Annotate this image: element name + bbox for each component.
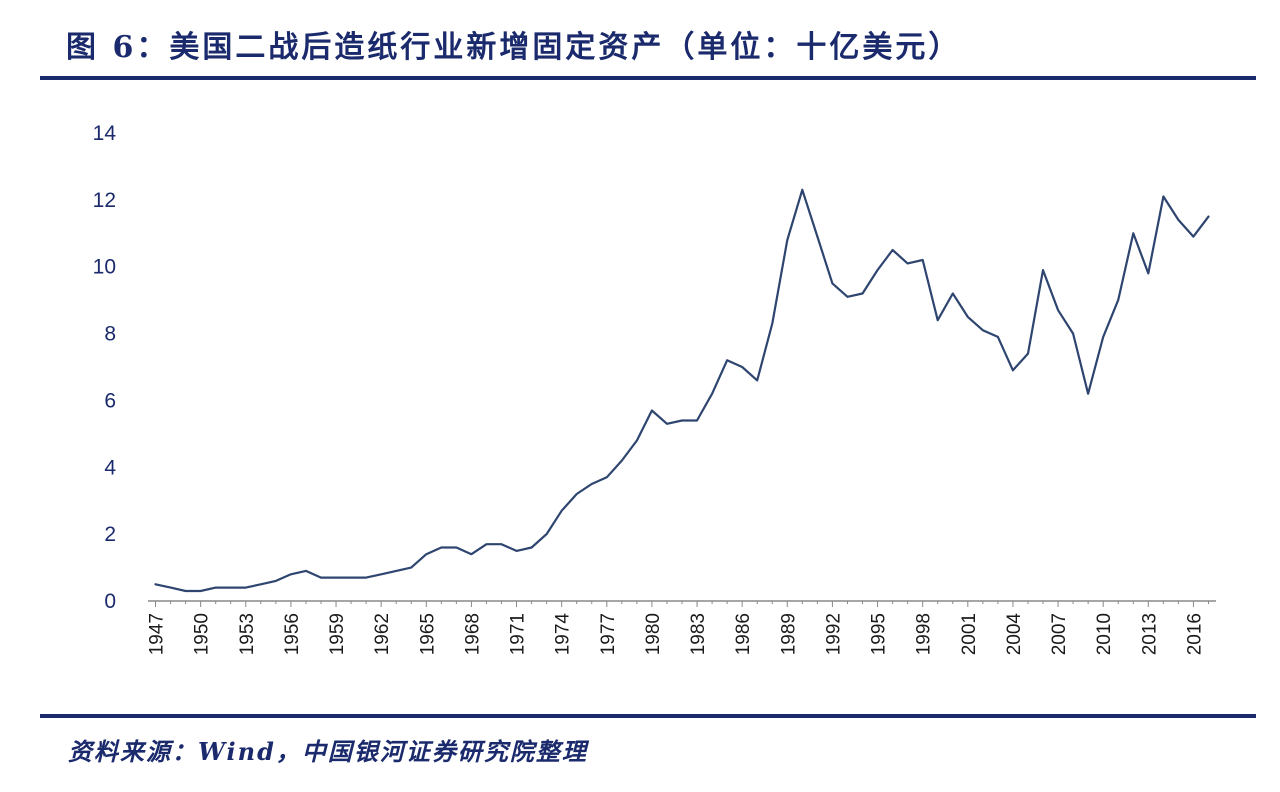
footer-rule <box>40 714 1256 718</box>
x-tick-label: 1968 <box>462 613 483 655</box>
y-tick-label: 2 <box>104 523 116 546</box>
x-tick-label: 1953 <box>237 613 258 655</box>
x-tick-label: 1986 <box>733 613 754 655</box>
x-tick-label: 1995 <box>869 613 890 655</box>
header-rule <box>40 76 1256 80</box>
x-tick-label: 1974 <box>553 613 574 656</box>
y-tick-label: 4 <box>104 456 116 479</box>
x-tick-label: 1959 <box>327 613 348 655</box>
x-tick-label: 2013 <box>1139 613 1160 655</box>
x-tick-label: 1983 <box>688 613 709 655</box>
x-tick-label: 2007 <box>1049 613 1070 655</box>
x-tick-label: 1989 <box>778 613 799 655</box>
y-tick-label: 8 <box>104 323 116 346</box>
x-axis-ticks: 1947 1950 1953 1956 1959 1962 1965 1968 1971 1974… <box>147 613 1206 656</box>
x-tick-label: 2001 <box>959 613 980 655</box>
x-tick-label: 1965 <box>417 613 438 655</box>
x-tick-label: 1956 <box>282 613 303 655</box>
chart-title: 图 6：美国二战后造纸行业新增固定资产（单位：十亿美元） <box>66 30 962 65</box>
chart-axes <box>148 600 1216 607</box>
x-tick-label: 2010 <box>1094 613 1115 655</box>
x-tick-label: 1998 <box>914 613 935 655</box>
x-tick-label: 2016 <box>1184 613 1205 655</box>
y-axis-ticks: 0 2 4 6 8 10 12 14 <box>93 122 117 613</box>
y-tick-label: 10 <box>93 256 116 279</box>
x-tick-label: 1971 <box>508 613 529 655</box>
x-tick-label: 1980 <box>643 613 664 655</box>
source-note: 资料来源：Wind，中国银河证券研究院整理 <box>68 737 588 766</box>
series-group <box>154 188 1210 593</box>
x-tick-label: 1992 <box>823 613 844 655</box>
series-line <box>154 188 1210 593</box>
y-tick-label: 14 <box>93 122 117 145</box>
x-tick-label: 1950 <box>192 613 213 655</box>
y-tick-label: 0 <box>104 590 116 613</box>
x-tick-label: 1947 <box>147 613 168 655</box>
y-tick-label: 12 <box>93 189 116 212</box>
x-tick-label: 1962 <box>372 613 393 655</box>
y-tick-label: 6 <box>104 389 116 412</box>
x-tick-label: 1977 <box>598 613 619 655</box>
x-tick-label: 2004 <box>1004 613 1025 656</box>
